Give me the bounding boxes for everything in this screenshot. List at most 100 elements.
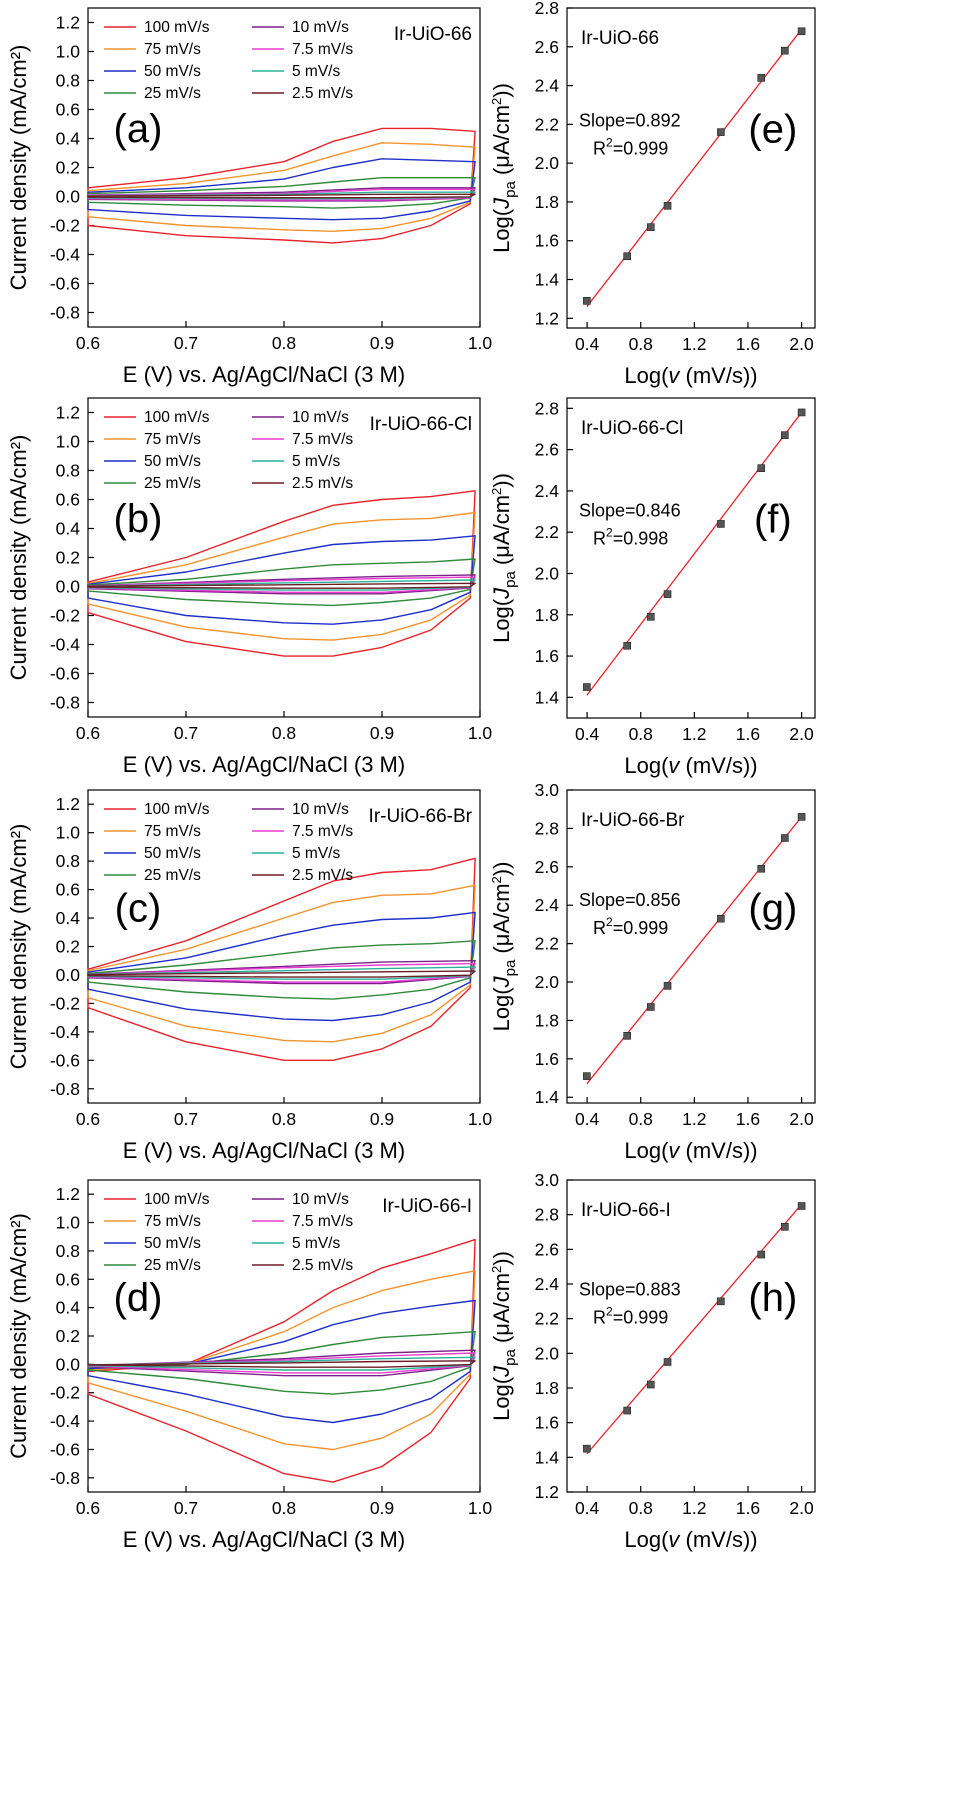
fit-y-title-part: pa [502,959,519,976]
cv-curve [87,1238,476,1483]
fit-plot-frame [566,1179,816,1493]
fit-y-tick-label: 3.0 [535,780,560,800]
fit-x-tick-label: 1.2 [682,334,706,354]
legend-label: 75 mV/s [144,1213,201,1230]
fit-x-tick-label: 0.4 [575,1498,600,1518]
cv-x-tick-label: 0.7 [174,1498,198,1518]
fit-y-title-part: 2 [489,876,504,883]
fit-y-tick-label: 2.4 [535,895,560,915]
legend-label: 10 mV/s [292,19,349,36]
fit-x-tick-label: 0.8 [629,1109,653,1129]
fit-y-tick-label: 2.2 [535,114,559,134]
fit-line [586,1203,803,1455]
cv-y-tick-label: 0.0 [56,1354,81,1374]
fit-y-title-part: pa [502,1349,519,1366]
fit-x-title-part: v [668,753,681,778]
legend-label: 5 mV/s [292,63,340,80]
r-superscript: 2 [606,135,613,149]
legend-label: 75 mV/s [144,41,201,58]
r-squared-label: R2=0.999 [593,135,668,158]
fit-x-tick-label: 1.6 [736,1498,760,1518]
data-point [663,1358,672,1366]
panel-letter: (e) [748,107,797,151]
cv-y-tick-label: -0.6 [50,664,80,684]
cv-x-tick-label: 0.9 [370,723,394,743]
fit-y-axis-title: Log(Jpa (μA/cm2)) [489,1251,519,1421]
data-point [757,864,766,873]
fit-x-title-part: (mV/s)) [679,1138,757,1163]
legend-label: 75 mV/s [144,431,201,448]
fit-y-tick-label: 2.6 [535,440,559,460]
fit-panel-h: 0.4 0.8 1.2 1.6 2.0 1.2 1.4 1.6 1.8 2.0 2.2 2.4 2.6 2… [489,1170,816,1552]
cv-y-tick-label: -0.6 [50,1439,80,1459]
legend-label: 50 mV/s [144,845,201,862]
cv-y-tick-label: 0.2 [56,158,80,178]
fit-y-tick-label: 1.8 [535,192,559,212]
fit-y-tick-label: 1.6 [535,1049,559,1069]
r-squared-label: R2=0.998 [593,525,668,548]
legend-label: 10 mV/s [292,409,349,426]
data-point [797,408,806,417]
fit-y-title-part: pa [502,571,519,588]
slope-label: Slope=0.883 [579,1279,681,1299]
data-point [797,813,806,821]
fit-x-axis-title: Log(v (mV/s)) [624,1138,757,1163]
cv-y-tick-label: 0.4 [56,129,81,149]
cv-x-tick-label: 1.0 [468,333,493,353]
data-point [717,914,725,923]
cv-panel-d: 0.6 0.7 0.8 0.9 1.0 -0.8 -0.6 -0.4 -0.2 0.0 0.2 0.4… [6,1179,492,1552]
cv-y-tick-label: -0.6 [50,274,80,294]
r-symbol: R [593,528,606,548]
fit-y-tick-label: 1.4 [535,1447,560,1467]
fit-y-title-part: Log( [489,987,514,1032]
panel-letter: (f) [754,497,792,541]
fit-line [586,816,803,1085]
fit-x-tick-label: 2.0 [789,1498,814,1518]
legend-label: 5 mV/s [292,453,340,470]
data-point [623,1406,631,1415]
fit-x-tick-label: 0.4 [575,724,600,744]
legend-label: 25 mV/s [144,1257,201,1274]
fit-y-tick-label: 2.4 [535,76,560,96]
cv-curve [87,911,476,1022]
cv-y-tick-label: 0.4 [56,1298,81,1318]
fit-y-axis-title: Log(Jpa (μA/cm2)) [489,473,519,643]
fit-y-tick-label: 1.6 [535,646,559,666]
fit-y-tick-label: 1.6 [535,1413,559,1433]
cv-y-tick-label: 0.0 [56,187,81,207]
cv-curve [87,1331,476,1395]
panel-material-label: Ir-UiO-66 [394,24,472,45]
fit-y-title-part: Log( [489,598,514,643]
legend-label: 25 mV/s [144,475,201,492]
cv-y-tick-label: 0.2 [56,937,80,957]
data-point [797,27,806,36]
fit-y-title-part: J [489,975,514,988]
fit-x-tick-label: 0.8 [629,724,653,744]
fit-y-axis-title: Log(Jpa (μA/cm2)) [489,83,519,253]
data-point [646,613,655,621]
fit-plot-frame [566,789,816,1104]
cv-y-tick-label: 0.4 [56,519,81,539]
legend-label: 5 mV/s [292,1235,340,1252]
cv-x-tick-label: 0.8 [272,1109,296,1129]
panel-material-label: Ir-UiO-66-I [581,1200,671,1221]
fit-x-tick-label: 1.2 [682,724,706,744]
cv-panel-a: 0.6 0.7 0.8 0.9 1.0 -0.8 -0.6 -0.4 -0.2 0.0 0.2 0.4… [6,7,493,387]
cv-panel-b: 0.6 0.7 0.8 0.9 1.0 -0.8 -0.6 -0.4 -0.2 0.0 0.2 0.4… [6,397,492,777]
fit-y-title-part: (μA/cm [489,105,514,181]
fit-y-title-part: (μA/cm [489,495,514,571]
fit-x-tick-label: 2.0 [789,1109,814,1129]
cv-y-tick-label: -0.8 [50,303,80,323]
cv-y-axis-title: Current density (mA/cm²) [6,435,31,681]
fit-y-tick-label: 1.2 [535,308,559,328]
data-point [663,590,672,598]
data-point [663,202,672,210]
data-point [623,641,631,650]
fit-y-tick-label: 2.2 [535,934,559,954]
cv-curve [87,884,476,1043]
cv-x-tick-label: 0.6 [76,1109,100,1129]
cv-y-tick-label: 0.8 [56,851,80,871]
legend-label: 50 mV/s [144,1235,201,1252]
r-squared-value: =0.999 [613,918,669,938]
fit-y-tick-label: 1.8 [535,605,559,625]
